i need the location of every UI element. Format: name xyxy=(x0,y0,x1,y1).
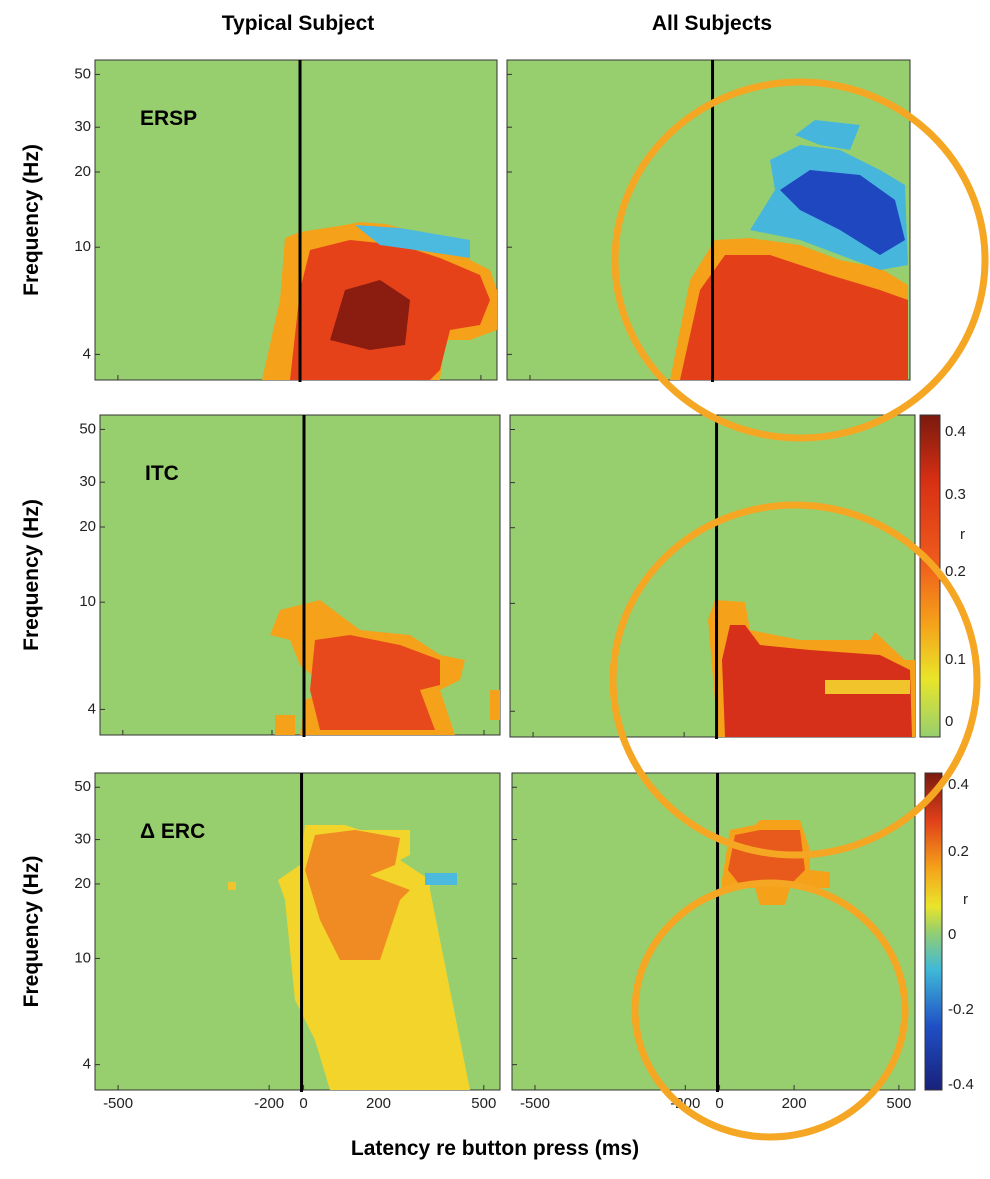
x-tick-label: 0 xyxy=(715,1095,723,1112)
colorbar-tick-label: 0.2 xyxy=(945,563,966,580)
highlight-circle xyxy=(631,879,909,1141)
blob xyxy=(355,225,470,258)
y-tick-label: 4 xyxy=(83,345,91,362)
colorbar-tick-label: 0.2 xyxy=(948,843,969,860)
panel xyxy=(511,772,916,1091)
y-tick-label: 20 xyxy=(79,518,96,535)
panel-label: ERSP xyxy=(140,107,197,130)
panel-label: ITC xyxy=(145,462,179,485)
x-tick-label: 500 xyxy=(471,1095,496,1112)
y-tick-label: 20 xyxy=(74,163,91,180)
highlight-circle xyxy=(611,78,989,442)
y-axis-title: Frequency (Hz) xyxy=(20,856,43,1008)
x-tick-label: 200 xyxy=(782,1095,807,1112)
blob xyxy=(795,120,860,150)
blob xyxy=(228,882,236,890)
blob xyxy=(275,715,295,735)
blob xyxy=(728,830,805,885)
colorbar-tick-label: 0 xyxy=(945,713,953,730)
colorbar-ticks: 0.4 0.3 0.2 0.1 0 r 0.4 0.2 0 -0.2 -0.4 r xyxy=(945,423,974,1093)
colorbar-label: r xyxy=(960,526,965,543)
blob xyxy=(780,170,905,255)
y-tick-label: 30 xyxy=(74,831,91,848)
x-tick-label: -500 xyxy=(103,1095,133,1112)
panel-label: Δ ERC xyxy=(140,820,205,843)
row-labels: ERSP Frequency (Hz) ITC Frequency (Hz) Δ ERC… xyxy=(20,107,205,1007)
x-tick-label: -200 xyxy=(254,1095,284,1112)
heatmap-blobs xyxy=(228,60,915,1092)
y-tick-label: 20 xyxy=(74,875,91,892)
highlights xyxy=(609,78,989,1141)
y-tick-label: 30 xyxy=(74,118,91,135)
x-tick-label: 0 xyxy=(299,1095,307,1112)
blob xyxy=(490,690,500,720)
colorbar-tick-label: 0.3 xyxy=(945,486,966,503)
colorbar-tick-label: -0.2 xyxy=(948,1001,974,1018)
y-tick-label: 50 xyxy=(74,65,91,82)
colorbar-tick-label: -0.4 xyxy=(948,1076,974,1093)
blob xyxy=(425,873,457,885)
colorbar xyxy=(924,772,943,1091)
blob xyxy=(305,830,410,960)
y-tick-label: 10 xyxy=(79,593,96,610)
blob xyxy=(825,680,910,694)
blob xyxy=(722,625,912,737)
colorbar-tick-label: 0.1 xyxy=(945,651,966,668)
y-tick-label: 50 xyxy=(74,778,91,795)
x-tick-label: 500 xyxy=(886,1095,911,1112)
highlight-circle xyxy=(609,501,981,859)
y-tick-label: 30 xyxy=(79,473,96,490)
y-axis-title: Frequency (Hz) xyxy=(20,144,43,296)
y-tick-label: 4 xyxy=(83,1056,91,1073)
column-title: All Subjects xyxy=(652,12,772,35)
x-axis-title: Latency re button press (ms) xyxy=(351,1137,639,1160)
y-tick-label: 4 xyxy=(88,700,96,717)
blob xyxy=(330,280,410,350)
colorbar-tick-label: 0.4 xyxy=(945,423,966,440)
colorbar-tick-label: 0.4 xyxy=(948,776,969,793)
y-axis-title: Frequency (Hz) xyxy=(20,499,43,651)
colorbar-tick-label: 0 xyxy=(948,926,956,943)
x-tick-label: -500 xyxy=(520,1095,550,1112)
blob xyxy=(680,255,908,380)
y-tick-label: 10 xyxy=(74,949,91,966)
y-tick-label: 50 xyxy=(79,420,96,437)
column-title: Typical Subject xyxy=(222,12,375,35)
x-tick-label: 200 xyxy=(366,1095,391,1112)
colorbar-label: r xyxy=(963,891,968,908)
blob xyxy=(310,635,440,730)
y-tick-label: 10 xyxy=(74,238,91,255)
